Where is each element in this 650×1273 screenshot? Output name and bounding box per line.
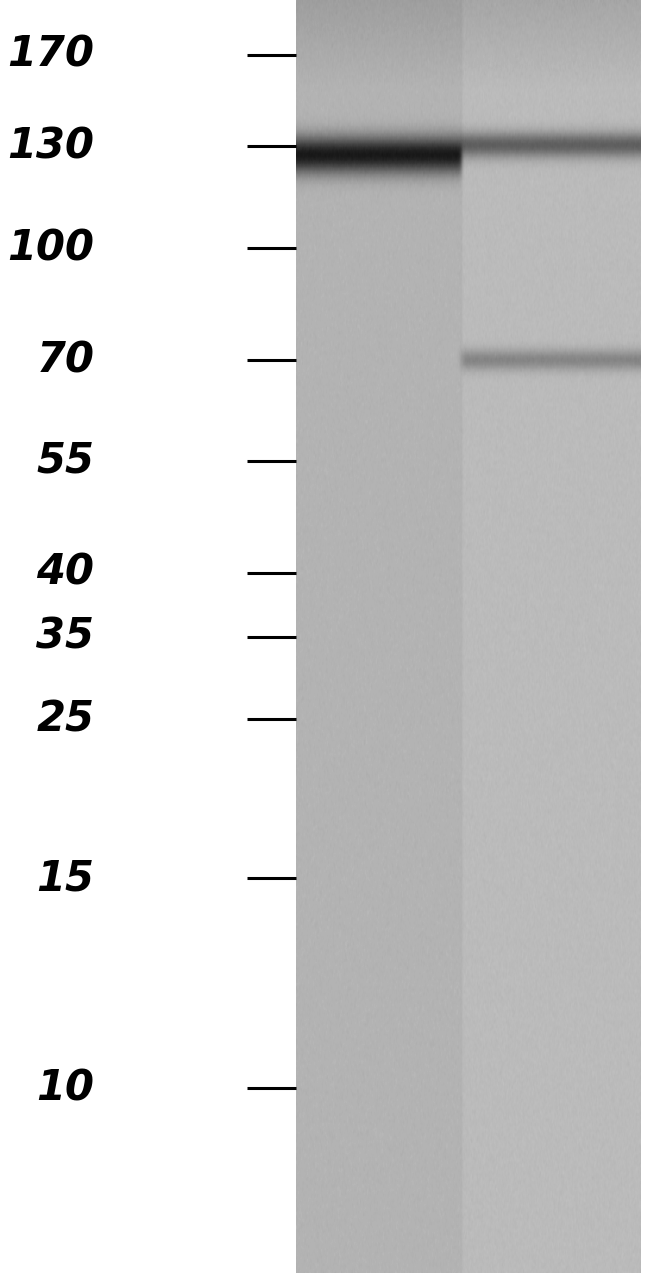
Text: 100: 100 [7,228,94,269]
Text: 15: 15 [36,858,94,899]
Text: 40: 40 [36,552,94,593]
Text: 170: 170 [7,34,94,75]
Text: 130: 130 [7,126,94,167]
Text: 25: 25 [36,699,94,740]
Text: 10: 10 [36,1068,94,1109]
Text: 55: 55 [36,440,94,481]
Text: 70: 70 [36,340,94,381]
Text: 35: 35 [36,616,94,657]
